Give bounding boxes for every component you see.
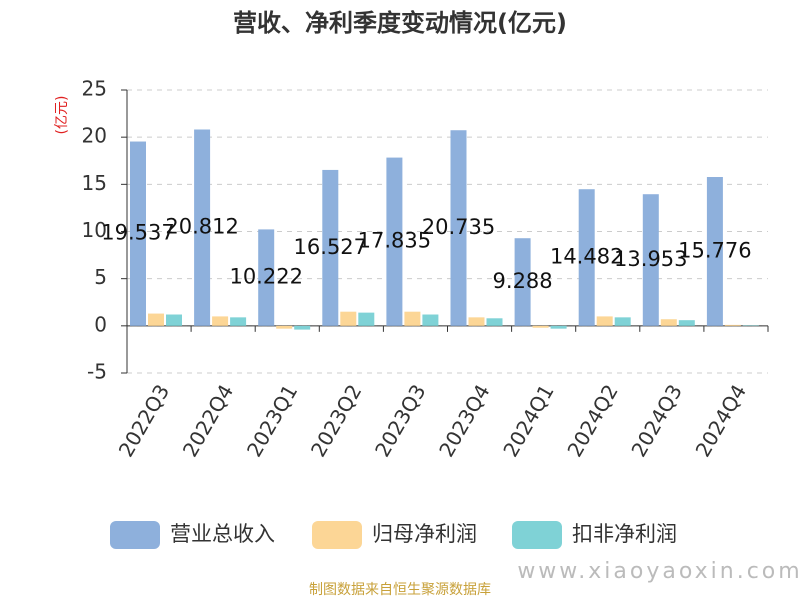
bar <box>404 311 421 326</box>
legend-swatch <box>512 521 562 549</box>
y-tick-label: 25 <box>82 77 107 101</box>
bar <box>660 319 677 326</box>
value-label: 14.482 <box>550 245 623 269</box>
bar <box>322 169 339 326</box>
bar <box>596 316 613 326</box>
value-label: 19.537 <box>101 221 174 245</box>
bar <box>550 325 567 329</box>
bar <box>258 229 275 326</box>
legend-label: 扣非净利润 <box>572 522 677 546</box>
bar <box>578 189 595 326</box>
legend-label: 归母净利润 <box>372 522 477 546</box>
legend-swatch <box>110 521 160 549</box>
x-tick-label: 2024Q4 <box>691 380 751 461</box>
legend-swatch <box>312 521 362 549</box>
y-tick-label: -5 <box>87 360 107 384</box>
y-tick-label: 15 <box>82 171 107 195</box>
bar <box>724 324 741 326</box>
value-label: 15.776 <box>678 238 751 262</box>
bar <box>450 130 467 326</box>
bar <box>194 129 211 326</box>
bar <box>386 157 403 326</box>
bar <box>130 141 146 326</box>
watermark: www.xiaoyaoxin.com <box>517 559 800 584</box>
value-label: 9.288 <box>493 269 553 293</box>
x-tick-label: 2023Q1 <box>242 380 302 461</box>
value-label: 20.735 <box>422 215 495 239</box>
x-tick-label: 2023Q3 <box>370 380 430 461</box>
x-tick-label: 2023Q4 <box>434 380 494 461</box>
bar <box>468 317 485 326</box>
x-tick-label: 2023Q2 <box>306 380 366 461</box>
value-label: 20.812 <box>165 215 238 239</box>
x-tick-label: 2022Q4 <box>178 380 238 461</box>
bar <box>294 325 311 330</box>
bar <box>340 311 357 326</box>
bar <box>166 314 182 326</box>
x-tick-label: 2022Q3 <box>114 380 174 461</box>
bar <box>532 325 549 328</box>
y-tick-label: 0 <box>94 312 107 336</box>
bar <box>514 238 531 326</box>
bar <box>358 312 375 326</box>
bar <box>212 316 229 326</box>
bar <box>678 320 695 326</box>
chart-title: 营收、净利季度变动情况(亿元) <box>233 9 567 37</box>
x-tick-label: 2024Q3 <box>626 380 686 461</box>
bar <box>642 194 659 326</box>
bar <box>230 317 247 326</box>
bar <box>614 317 631 326</box>
value-label: 16.527 <box>294 235 367 259</box>
source: 制图数据来自恒生聚源数据库 <box>309 582 491 598</box>
bar <box>422 314 439 326</box>
value-label: 10.222 <box>229 265 302 289</box>
bar <box>148 313 164 326</box>
x-tick-label: 2024Q2 <box>562 380 622 461</box>
legend-label: 营业总收入 <box>170 522 275 546</box>
x-tick-label: 2024Q1 <box>498 380 558 461</box>
bar <box>276 325 293 329</box>
bar <box>706 177 723 326</box>
bar <box>486 318 503 326</box>
y-tick-label: 5 <box>94 265 107 289</box>
value-label: 13.953 <box>614 247 687 271</box>
value-label: 17.835 <box>358 229 431 253</box>
y-tick-label: 10 <box>82 218 107 242</box>
y-tick-label: 20 <box>82 124 107 148</box>
y-axis-label: (亿元) <box>54 96 70 135</box>
